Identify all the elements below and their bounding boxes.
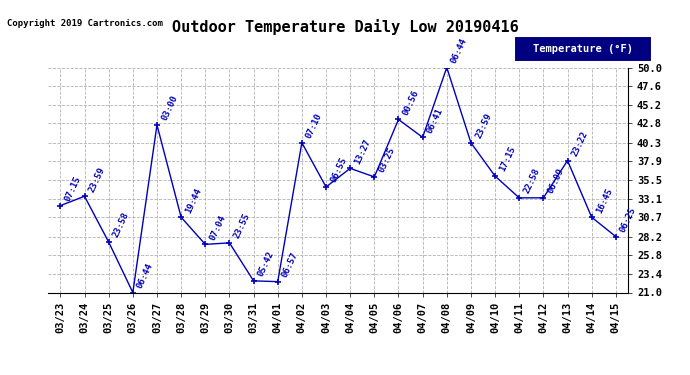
Text: 03:25: 03:25 [377, 146, 397, 174]
Text: 00:56: 00:56 [402, 88, 421, 117]
Text: 06:57: 06:57 [281, 251, 300, 279]
Text: 06:25: 06:25 [619, 206, 638, 234]
Text: 05:42: 05:42 [257, 250, 276, 278]
Text: 23:59: 23:59 [88, 165, 107, 194]
Text: 16:45: 16:45 [595, 186, 614, 214]
Text: 06:09: 06:09 [546, 167, 566, 195]
Text: 06:55: 06:55 [329, 156, 348, 184]
Text: 22:58: 22:58 [522, 167, 542, 195]
Text: 23:59: 23:59 [474, 112, 493, 140]
Text: 17:15: 17:15 [498, 145, 518, 173]
Text: 06:44: 06:44 [136, 261, 155, 290]
Text: 03:00: 03:00 [160, 94, 179, 122]
Text: 06:41: 06:41 [426, 106, 445, 135]
Text: 13:27: 13:27 [353, 137, 373, 166]
Text: 23:22: 23:22 [571, 130, 590, 158]
Text: 19:44: 19:44 [184, 186, 204, 214]
Text: 06:44: 06:44 [450, 36, 469, 65]
Text: 07:15: 07:15 [63, 175, 83, 203]
Text: 07:10: 07:10 [305, 112, 324, 140]
Text: Temperature (°F): Temperature (°F) [533, 44, 633, 54]
Text: 23:58: 23:58 [112, 211, 131, 239]
Text: Outdoor Temperature Daily Low 20190416: Outdoor Temperature Daily Low 20190416 [172, 19, 518, 35]
Text: Copyright 2019 Cartronics.com: Copyright 2019 Cartronics.com [7, 19, 163, 28]
Text: 07:04: 07:04 [208, 213, 228, 242]
Text: 23:55: 23:55 [233, 212, 252, 240]
